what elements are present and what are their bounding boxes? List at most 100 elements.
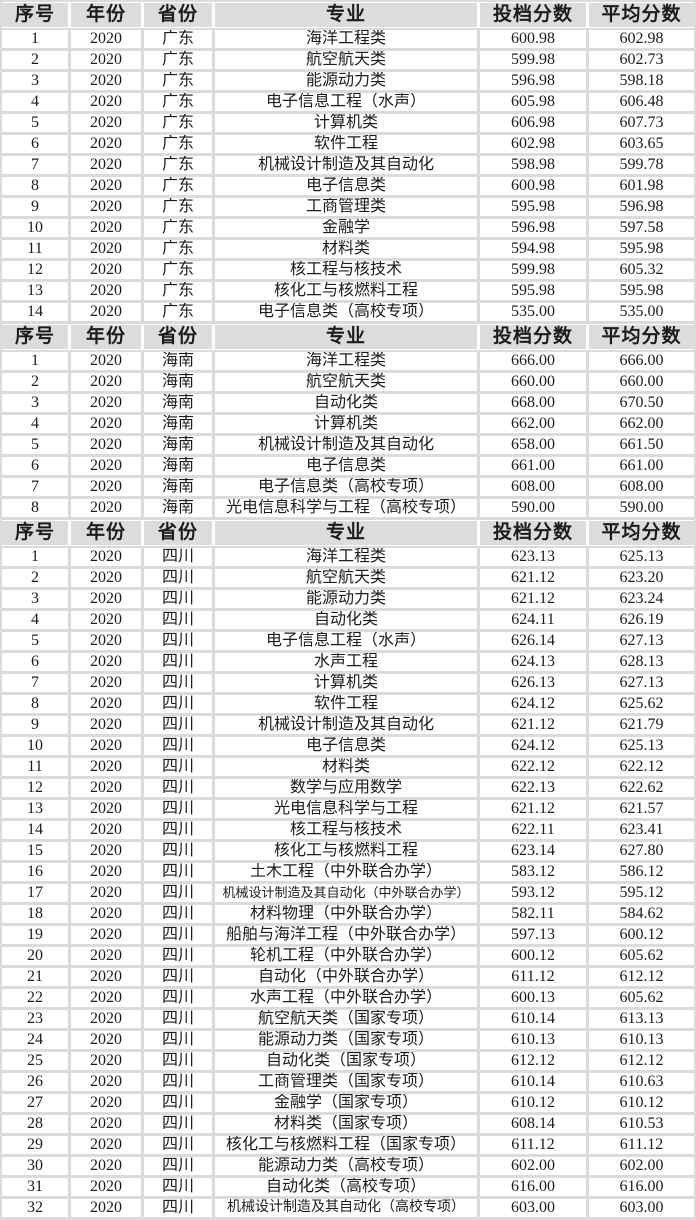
column-header-average: 平均分数 — [589, 325, 694, 349]
table-row: 25 2020 四川 自动化类（国家专项） 612.12 612.12 — [2, 1052, 694, 1073]
cell-major: 航空航天类 — [215, 569, 477, 587]
cell-province: 广东 — [144, 177, 212, 195]
cell-score: 599.98 — [480, 51, 586, 69]
cell-average: 612.12 — [589, 968, 694, 986]
cell-major: 能源动力类 — [215, 590, 477, 608]
cell-year: 2020 — [71, 1157, 141, 1175]
cell-major: 核工程与核技术 — [215, 261, 477, 279]
cell-index: 4 — [2, 93, 68, 111]
table-row: 20 2020 四川 轮机工程（中外联合办学） 600.12 605.62 — [2, 947, 694, 968]
cell-major: 电子信息类 — [215, 737, 477, 755]
cell-year: 2020 — [71, 905, 141, 923]
cell-year: 2020 — [71, 569, 141, 587]
cell-score: 600.98 — [480, 177, 586, 195]
cell-average: 628.13 — [589, 653, 694, 671]
column-header-major: 专业 — [215, 3, 477, 27]
cell-year: 2020 — [71, 198, 141, 216]
cell-average: 662.00 — [589, 415, 694, 433]
table-row: 5 2020 海南 机械设计制造及其自动化 658.00 661.50 — [2, 436, 694, 457]
column-header-province: 省份 — [144, 3, 212, 27]
cell-average: 535.00 — [589, 303, 694, 321]
cell-average: 610.63 — [589, 1073, 694, 1091]
cell-major: 工商管理类（国家专项） — [215, 1073, 477, 1091]
table-row: 15 2020 四川 核化工与核燃料工程 623.14 627.80 — [2, 842, 694, 863]
cell-average: 622.62 — [589, 779, 694, 797]
cell-year: 2020 — [71, 695, 141, 713]
cell-province: 广东 — [144, 135, 212, 153]
cell-index: 11 — [2, 240, 68, 258]
cell-major: 材料类 — [215, 240, 477, 258]
cell-major: 自动化类（国家专项） — [215, 1052, 477, 1070]
cell-score: 626.13 — [480, 674, 586, 692]
cell-score: 610.14 — [480, 1073, 586, 1091]
cell-score: 600.12 — [480, 947, 586, 965]
cell-province: 广东 — [144, 72, 212, 90]
table-row: 5 2020 四川 电子信息工程（水声） 626.14 627.13 — [2, 632, 694, 653]
cell-province: 四川 — [144, 989, 212, 1007]
cell-year: 2020 — [71, 1136, 141, 1154]
cell-province: 四川 — [144, 884, 212, 902]
cell-province: 海南 — [144, 436, 212, 454]
column-header-score: 投档分数 — [480, 521, 586, 545]
cell-average: 601.98 — [589, 177, 694, 195]
cell-index: 2 — [2, 373, 68, 391]
cell-year: 2020 — [71, 1052, 141, 1070]
cell-year: 2020 — [71, 114, 141, 132]
cell-score: 622.11 — [480, 821, 586, 839]
cell-year: 2020 — [71, 947, 141, 965]
cell-major: 船舶与海洋工程（中外联合办学） — [215, 926, 477, 944]
table-row: 7 2020 四川 计算机类 626.13 627.13 — [2, 674, 694, 695]
cell-average: 602.73 — [589, 51, 694, 69]
cell-score: 600.98 — [480, 30, 586, 48]
cell-province: 四川 — [144, 632, 212, 650]
cell-index: 8 — [2, 499, 68, 517]
table-row: 22 2020 四川 水声工程（中外联合办学） 600.13 605.62 — [2, 989, 694, 1010]
cell-average: 602.98 — [589, 30, 694, 48]
cell-score: 594.98 — [480, 240, 586, 258]
cell-province: 四川 — [144, 590, 212, 608]
cell-major: 核化工与核燃料工程（国家专项） — [215, 1136, 477, 1154]
table-row: 10 2020 四川 电子信息类 624.12 625.13 — [2, 737, 694, 758]
cell-year: 2020 — [71, 1010, 141, 1028]
cell-province: 四川 — [144, 905, 212, 923]
cell-province: 广东 — [144, 282, 212, 300]
cell-major: 计算机类 — [215, 674, 477, 692]
cell-index: 1 — [2, 548, 68, 566]
column-header-major: 专业 — [215, 325, 477, 349]
cell-major: 航空航天类 — [215, 51, 477, 69]
cell-average: 661.00 — [589, 457, 694, 475]
cell-average: 622.12 — [589, 758, 694, 776]
cell-index: 10 — [2, 737, 68, 755]
cell-major: 电子信息类（高校专项） — [215, 478, 477, 496]
cell-year: 2020 — [71, 884, 141, 902]
cell-year: 2020 — [71, 1115, 141, 1133]
cell-major: 机械设计制造及其自动化（高校专项） — [215, 1199, 477, 1217]
cell-year: 2020 — [71, 51, 141, 69]
cell-province: 四川 — [144, 1031, 212, 1049]
cell-province: 海南 — [144, 352, 212, 370]
cell-score: 596.98 — [480, 219, 586, 237]
cell-year: 2020 — [71, 842, 141, 860]
cell-score: 662.00 — [480, 415, 586, 433]
cell-average: 605.32 — [589, 261, 694, 279]
cell-score: 621.12 — [480, 800, 586, 818]
cell-average: 627.80 — [589, 842, 694, 860]
column-header-major: 专业 — [215, 521, 477, 545]
table-row: 2 2020 广东 航空航天类 599.98 602.73 — [2, 51, 694, 72]
cell-average: 627.13 — [589, 674, 694, 692]
cell-major: 金融学 — [215, 219, 477, 237]
cell-score: 593.12 — [480, 884, 586, 902]
cell-province: 四川 — [144, 674, 212, 692]
cell-average: 610.53 — [589, 1115, 694, 1133]
table-row: 14 2020 广东 电子信息类（高校专项） 535.00 535.00 — [2, 303, 694, 324]
cell-average: 586.12 — [589, 863, 694, 881]
cell-major: 能源动力类 — [215, 72, 477, 90]
cell-province: 广东 — [144, 240, 212, 258]
cell-major: 能源动力类（国家专项） — [215, 1031, 477, 1049]
cell-province: 广东 — [144, 303, 212, 321]
cell-index: 26 — [2, 1073, 68, 1091]
cell-major: 自动化类（高校专项） — [215, 1178, 477, 1196]
cell-year: 2020 — [71, 548, 141, 566]
cell-index: 13 — [2, 800, 68, 818]
